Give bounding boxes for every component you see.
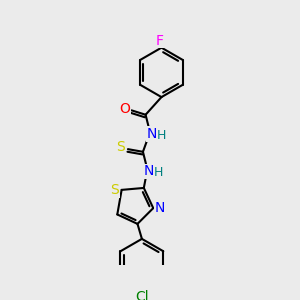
Text: S: S <box>116 140 125 154</box>
Text: N: N <box>147 127 157 141</box>
Text: F: F <box>156 34 164 48</box>
Text: Cl: Cl <box>135 290 149 300</box>
Text: N: N <box>144 164 154 178</box>
Text: H: H <box>154 167 164 179</box>
Text: O: O <box>119 102 130 116</box>
Text: S: S <box>110 183 119 197</box>
Text: H: H <box>157 129 166 142</box>
Text: N: N <box>155 201 166 215</box>
